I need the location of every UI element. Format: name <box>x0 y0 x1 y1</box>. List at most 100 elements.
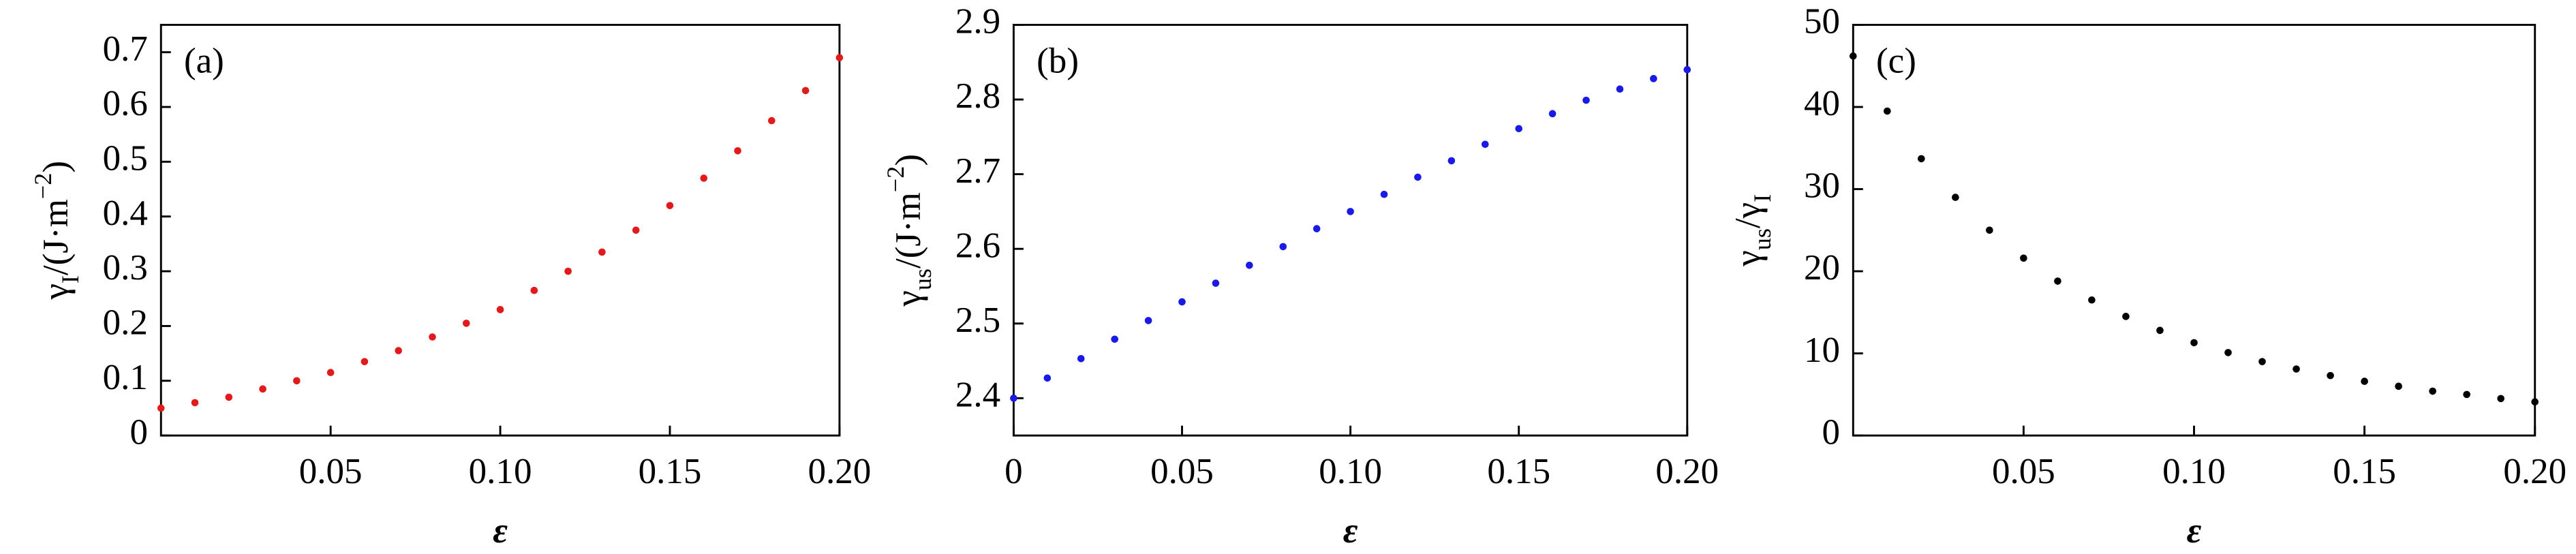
point <box>700 174 708 182</box>
point <box>835 54 844 61</box>
y-axis-label-part: γ <box>36 283 76 300</box>
point <box>1849 52 1857 60</box>
y-axis-label: γus/(J·m−2) <box>882 154 936 307</box>
x-tick-label: 0.05 <box>1992 452 2055 491</box>
panel-label: (c) <box>1876 41 1916 80</box>
point <box>2463 390 2470 399</box>
y-tick-label: 2.9 <box>955 2 1000 42</box>
point <box>1246 261 1253 269</box>
x-tick-label: 0.10 <box>469 452 532 491</box>
point <box>1952 194 1959 201</box>
point <box>768 117 776 125</box>
point <box>2395 382 2402 390</box>
point <box>1582 96 1590 104</box>
y-tick-label: 0.1 <box>103 358 148 397</box>
panel-label: (b) <box>1037 41 1079 80</box>
x-tick-label: 0.05 <box>299 452 363 491</box>
y-tick-label: 0.2 <box>103 303 148 343</box>
point <box>1481 140 1489 149</box>
point <box>1548 110 1557 118</box>
point <box>632 226 640 234</box>
y-tick-label: 0.3 <box>103 248 148 288</box>
point <box>2190 339 2198 347</box>
y-tick-label: 0.7 <box>103 29 148 69</box>
point <box>293 377 301 385</box>
point <box>259 385 266 393</box>
y-tick-label: 20 <box>1804 248 1840 288</box>
point <box>496 306 504 313</box>
point <box>1616 85 1624 93</box>
axes-frame <box>1852 24 2536 437</box>
point <box>1447 157 1456 165</box>
point <box>1986 226 1993 234</box>
x-tick-label: 0.10 <box>2162 452 2226 491</box>
point <box>2258 358 2266 365</box>
point <box>598 248 606 256</box>
y-axis-label-part: −2 <box>882 166 909 192</box>
panel: 0 0.1 0.2 0.3 0.4 0.5 0.6 0.7 0.05 0.10 0.15 0.20 (a… <box>29 24 871 551</box>
panel: 0 10 20 30 40 50 0.05 0.10 0.15 0.20 (c) ε γus/γI <box>1728 2 2566 551</box>
axes-frame <box>1012 24 1689 437</box>
x-axis-label: ε <box>2187 511 2202 551</box>
x-tick-label: 0 <box>1005 452 1023 491</box>
y-tick-label: 40 <box>1804 84 1840 123</box>
point <box>191 399 199 407</box>
point <box>1111 335 1118 343</box>
point <box>2361 378 2368 385</box>
y-tick-label: 2.7 <box>955 151 1000 191</box>
point <box>801 87 810 95</box>
y-axis-label-part: /γ <box>1728 202 1768 228</box>
point <box>225 393 233 401</box>
point <box>361 358 369 365</box>
point <box>1144 317 1152 324</box>
point <box>1650 75 1657 82</box>
x-tick-label: 0.20 <box>2503 452 2566 491</box>
point <box>530 286 538 294</box>
point <box>2156 326 2164 335</box>
point <box>395 347 403 354</box>
point <box>2088 296 2096 304</box>
x-tick-label: 0.10 <box>1319 452 1382 491</box>
panel: 2.4 2.5 2.6 2.7 2.8 2.9 0 0.05 0.10 0.15 0.20 (b) ε γ… <box>882 2 1719 551</box>
y-axis-label-part: /(J·m <box>36 199 76 275</box>
point <box>2497 395 2505 403</box>
y-tick-label: 2.8 <box>955 76 1000 116</box>
point <box>1077 354 1085 363</box>
point <box>1010 395 1017 402</box>
point <box>1380 190 1388 198</box>
y-tick-label: 0.5 <box>103 139 148 179</box>
axes-frame <box>159 24 841 437</box>
y-tick-label: 0 <box>129 412 148 452</box>
point <box>1212 279 1220 287</box>
y-tick-label: 0 <box>1822 412 1840 452</box>
x-tick-label: 0.05 <box>1150 452 1214 491</box>
y-tick-label: 10 <box>1804 330 1840 370</box>
y-axis-label-part: −2 <box>29 173 57 199</box>
point <box>1884 107 1891 115</box>
y-axis-label-part: ) <box>889 154 928 166</box>
y-tick-label: 2.5 <box>955 301 1000 340</box>
y-tick-label: 0.6 <box>103 84 148 123</box>
y-tick-label: 50 <box>1804 2 1840 42</box>
x-tick-label: 0.15 <box>2333 452 2396 491</box>
y-tick-label: 0.4 <box>103 194 148 233</box>
point <box>734 147 741 155</box>
point <box>564 267 572 275</box>
point <box>1414 173 1422 181</box>
y-axis-label-part: us <box>1749 228 1776 250</box>
y-axis-label-part: I <box>1749 194 1776 202</box>
x-tick-label: 0.20 <box>1655 452 1719 491</box>
point <box>1313 225 1321 232</box>
y-axis-label-part: I <box>57 275 84 283</box>
point <box>2122 313 2130 320</box>
y-axis-label-part: /(J·m <box>889 192 928 268</box>
point <box>1918 155 1925 163</box>
point <box>666 202 674 209</box>
x-axis-label: ε <box>493 511 508 551</box>
point <box>1515 125 1523 133</box>
y-axis-label: γI/(J·m−2) <box>29 161 84 301</box>
y-tick-label: 2.6 <box>955 226 1000 265</box>
point <box>157 404 165 412</box>
point <box>2327 371 2334 380</box>
x-tick-label: 0.20 <box>808 452 871 491</box>
